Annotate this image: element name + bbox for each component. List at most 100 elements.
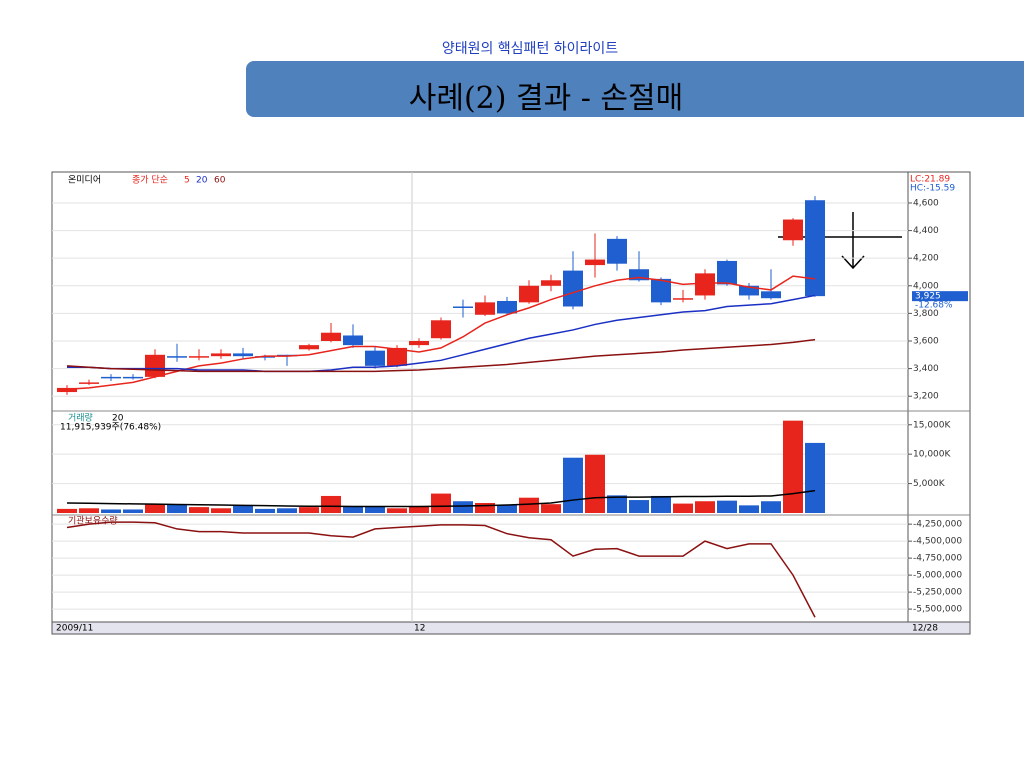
candle-body bbox=[541, 280, 561, 286]
candle-body bbox=[211, 353, 231, 357]
candle-body bbox=[585, 259, 605, 266]
candle-body bbox=[233, 353, 253, 357]
volume-bar bbox=[299, 507, 319, 513]
volume-bar bbox=[387, 508, 407, 513]
y-tick-label: 3,400 bbox=[913, 364, 939, 374]
volume-bar bbox=[57, 508, 77, 513]
y-tick-label: 5,000K bbox=[913, 479, 946, 489]
y-tick-label: -5,000,000 bbox=[913, 571, 962, 581]
candle-body bbox=[673, 298, 693, 300]
candle-body bbox=[761, 291, 781, 299]
candle-body bbox=[145, 354, 165, 377]
candle-body bbox=[717, 260, 737, 285]
volume-bar bbox=[475, 503, 495, 513]
y-tick-label: 3,600 bbox=[913, 336, 939, 346]
volume-bar bbox=[277, 508, 297, 513]
y-tick-label: -5,500,000 bbox=[913, 605, 962, 615]
candle-body bbox=[321, 332, 341, 341]
lc-label: LC:21.89 bbox=[910, 175, 950, 185]
legend-entry: 60 bbox=[214, 176, 226, 186]
candle-body bbox=[167, 356, 187, 358]
hc-label: HC:-15.59 bbox=[910, 184, 955, 194]
y-tick-label: -4,750,000 bbox=[913, 554, 962, 564]
x-label: 12 bbox=[414, 624, 425, 634]
volume-bar bbox=[321, 495, 341, 513]
legend-prefix: 종가 단순 bbox=[132, 175, 168, 186]
volume-bar bbox=[585, 454, 605, 513]
candle-body bbox=[651, 278, 671, 303]
panel-title: 거래량 bbox=[68, 412, 93, 424]
volume-annotation: 11,915,939주(76.48%) bbox=[60, 422, 161, 433]
volume-bar bbox=[79, 508, 99, 513]
legend-entry: 20 bbox=[196, 176, 208, 186]
y-tick-label: -5,250,000 bbox=[913, 588, 962, 598]
candle-body bbox=[497, 300, 517, 314]
candle-body bbox=[475, 302, 495, 315]
stock-name: 온미디어 bbox=[68, 175, 101, 186]
candle-body bbox=[387, 347, 407, 366]
candle-body bbox=[409, 340, 429, 346]
volume-bar bbox=[717, 500, 737, 513]
volume-bar bbox=[123, 509, 143, 513]
candle-body bbox=[519, 285, 539, 303]
y-tick-label: -4,500,000 bbox=[913, 537, 962, 547]
candle-body bbox=[189, 356, 209, 358]
title-banner: 사례(2) 결과 - 손절매 bbox=[246, 61, 1024, 117]
volume-bar bbox=[409, 506, 429, 513]
volume-bar bbox=[695, 501, 715, 513]
candle-body bbox=[365, 350, 385, 366]
annotation-arrow-head bbox=[841, 255, 865, 270]
x-label: 2009/11 bbox=[56, 624, 93, 634]
y-tick-label: -4,250,000 bbox=[913, 520, 962, 530]
y-tick-label: 4,600 bbox=[913, 198, 939, 208]
volume-bar bbox=[343, 505, 363, 513]
volume-bar bbox=[497, 504, 517, 513]
legend-entry: 20 bbox=[112, 414, 124, 424]
legend-entry: 5 bbox=[184, 176, 190, 186]
panel-title: 기관보유수량 bbox=[68, 515, 118, 527]
volume-bar bbox=[519, 497, 539, 513]
volume-bar bbox=[365, 506, 385, 513]
volume-average bbox=[66, 489, 816, 508]
volume-bar bbox=[255, 508, 275, 513]
change-label: -12.68% bbox=[915, 301, 953, 311]
y-tick-label: 3,800 bbox=[913, 309, 939, 319]
volume-bar bbox=[541, 504, 561, 513]
moving-average bbox=[66, 338, 816, 373]
candle-body bbox=[79, 382, 99, 384]
volume-bar bbox=[673, 503, 693, 513]
moving-average bbox=[66, 275, 816, 391]
volume-bar bbox=[563, 457, 583, 513]
x-label: 12/28 bbox=[912, 624, 938, 634]
candle-body bbox=[431, 320, 451, 339]
moving-average bbox=[67, 294, 816, 373]
last-price-label: 3,925 bbox=[915, 292, 941, 302]
candle-body bbox=[101, 376, 121, 379]
y-tick-label: 15,000K bbox=[913, 420, 951, 430]
volume-bar bbox=[783, 420, 803, 513]
y-tick-label: 4,000 bbox=[913, 281, 939, 291]
volume-bar bbox=[167, 504, 187, 513]
volume-bar bbox=[101, 509, 121, 513]
volume-bar bbox=[607, 495, 627, 513]
y-tick-label: 3,200 bbox=[913, 392, 939, 402]
x-axis-strip bbox=[51, 621, 971, 635]
candle-body bbox=[57, 387, 77, 393]
candle-body bbox=[783, 219, 803, 241]
candle-body bbox=[629, 269, 649, 281]
volume-bar bbox=[739, 505, 759, 513]
candle-body bbox=[805, 200, 825, 297]
candle-body bbox=[123, 376, 143, 379]
chart-frame bbox=[51, 171, 971, 635]
candle-body bbox=[739, 285, 759, 296]
holding-line bbox=[66, 521, 816, 618]
candle-body bbox=[453, 306, 473, 308]
candle-body bbox=[563, 270, 583, 307]
volume-bar bbox=[453, 501, 473, 513]
title: 사례(2) 결과 - 손절매 bbox=[408, 81, 684, 116]
y-tick-label: 4,400 bbox=[913, 226, 939, 236]
candle-body bbox=[299, 345, 319, 350]
y-tick-label: 10,000K bbox=[913, 450, 951, 460]
